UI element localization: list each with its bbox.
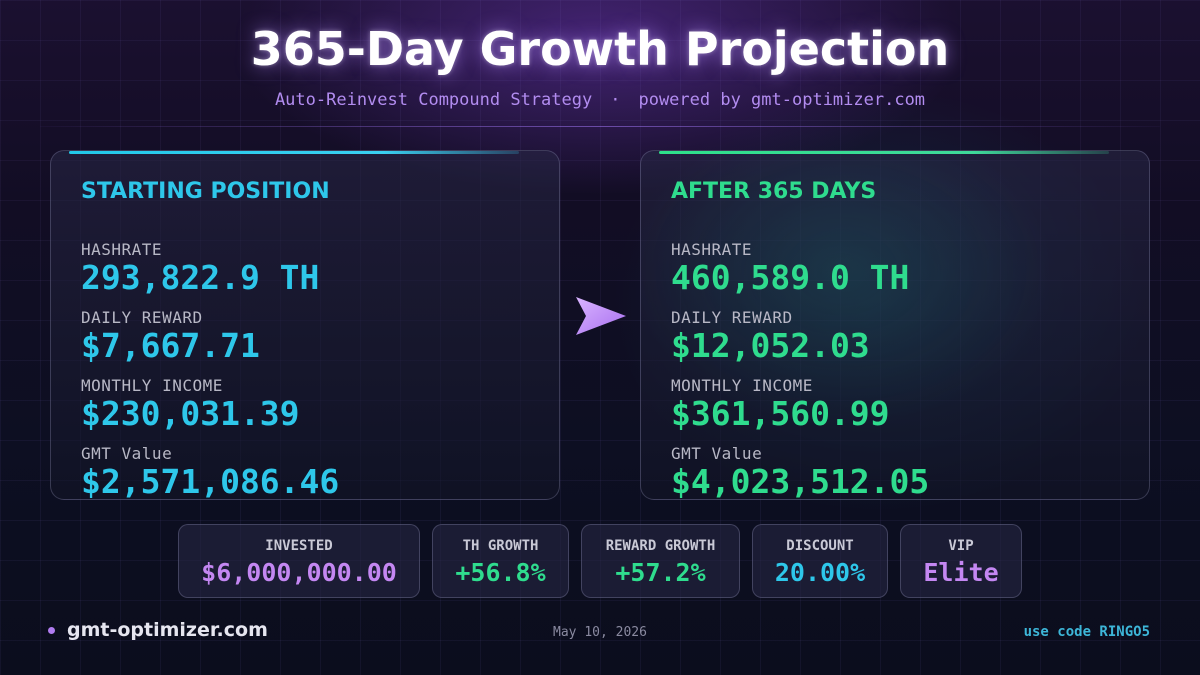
pill-label: VIP	[948, 538, 974, 554]
stat-gmt-value: GMT Value $2,571,086.46	[81, 444, 340, 500]
stat-label: GMT Value	[671, 444, 763, 463]
pill-invested: INVESTED $6,000,000.00	[178, 524, 420, 598]
stat-label: MONTHLY INCOME	[671, 376, 813, 395]
pill-th-growth: TH GROWTH +56.8%	[432, 524, 569, 598]
pill-value: $6,000,000.00	[201, 558, 397, 587]
stat-hashrate: HASHRATE 460,589.0 TH	[671, 240, 909, 297]
stat-value: $7,667.71	[81, 326, 260, 365]
card-heading: STARTING POSITION	[81, 179, 330, 204]
card-heading: AFTER 365 DAYS	[671, 179, 877, 204]
footer-brand: gmt-optimizer.com	[48, 619, 268, 641]
bullet-dot-icon	[48, 626, 55, 634]
footer-date: May 10, 2026	[553, 625, 647, 640]
stat-daily-reward: DAILY REWARD $7,667.71	[81, 308, 260, 365]
pill-label: TH GROWTH	[462, 538, 539, 554]
arrow-right-icon	[576, 297, 626, 335]
pill-label: DISCOUNT	[786, 538, 854, 554]
stat-value: $361,560.99	[671, 394, 890, 433]
subtitle-powered-by: powered by gmt-optimizer.com	[638, 90, 926, 110]
pill-label: REWARD GROWTH	[605, 538, 716, 554]
stat-label: DAILY REWARD	[671, 308, 793, 327]
stat-value: $12,052.03	[671, 326, 870, 365]
stat-label: HASHRATE	[81, 240, 163, 259]
starting-position-card: STARTING POSITION HASHRATE 293,822.9 TH …	[50, 150, 560, 500]
page-subtitle: Auto-Reinvest Compound Strategy · powered …	[0, 90, 1200, 110]
pill-value: +56.8%	[455, 558, 546, 587]
footer-brand-text: gmt-optimizer.com	[67, 619, 268, 641]
stat-value: 293,822.9 TH	[81, 258, 320, 297]
stat-value: $2,571,086.46	[81, 462, 340, 500]
stat-label: MONTHLY INCOME	[81, 376, 223, 395]
stat-value: $4,023,512.05	[671, 462, 930, 500]
stat-monthly-income: MONTHLY INCOME $361,560.99	[671, 376, 890, 433]
header-divider	[40, 126, 1160, 127]
subtitle-separator: ·	[610, 90, 621, 110]
pill-value: +57.2%	[615, 558, 706, 587]
pill-value: 20.00%	[774, 558, 866, 587]
stat-gmt-value: GMT Value $4,023,512.05	[671, 444, 930, 500]
stat-label: HASHRATE	[671, 240, 753, 259]
pill-vip: VIP Elite	[900, 524, 1022, 598]
stat-value: 460,589.0 TH	[671, 258, 910, 297]
stat-monthly-income: MONTHLY INCOME $230,031.39	[81, 376, 300, 433]
after-365-days-card: AFTER 365 DAYS HASHRATE 460,589.0 TH DAI…	[640, 150, 1150, 500]
pill-value: Elite	[923, 558, 999, 587]
pill-discount: DISCOUNT 20.00%	[752, 524, 888, 598]
stat-hashrate: HASHRATE 293,822.9 TH	[81, 240, 319, 297]
pill-label: INVESTED	[265, 538, 333, 554]
stat-label: DAILY REWARD	[81, 308, 203, 327]
stat-daily-reward: DAILY REWARD $12,052.03	[671, 308, 870, 365]
pill-reward-growth: REWARD GROWTH +57.2%	[581, 524, 740, 598]
footer-promo-code: use code RINGO5	[1023, 624, 1150, 640]
page-title: 365-Day Growth Projection	[250, 22, 950, 76]
stat-label: GMT Value	[81, 444, 173, 463]
card-accent-bar	[659, 151, 1109, 154]
subtitle-strategy: Auto-Reinvest Compound Strategy	[274, 90, 593, 110]
stat-value: $230,031.39	[81, 394, 300, 433]
card-accent-bar	[69, 151, 519, 154]
